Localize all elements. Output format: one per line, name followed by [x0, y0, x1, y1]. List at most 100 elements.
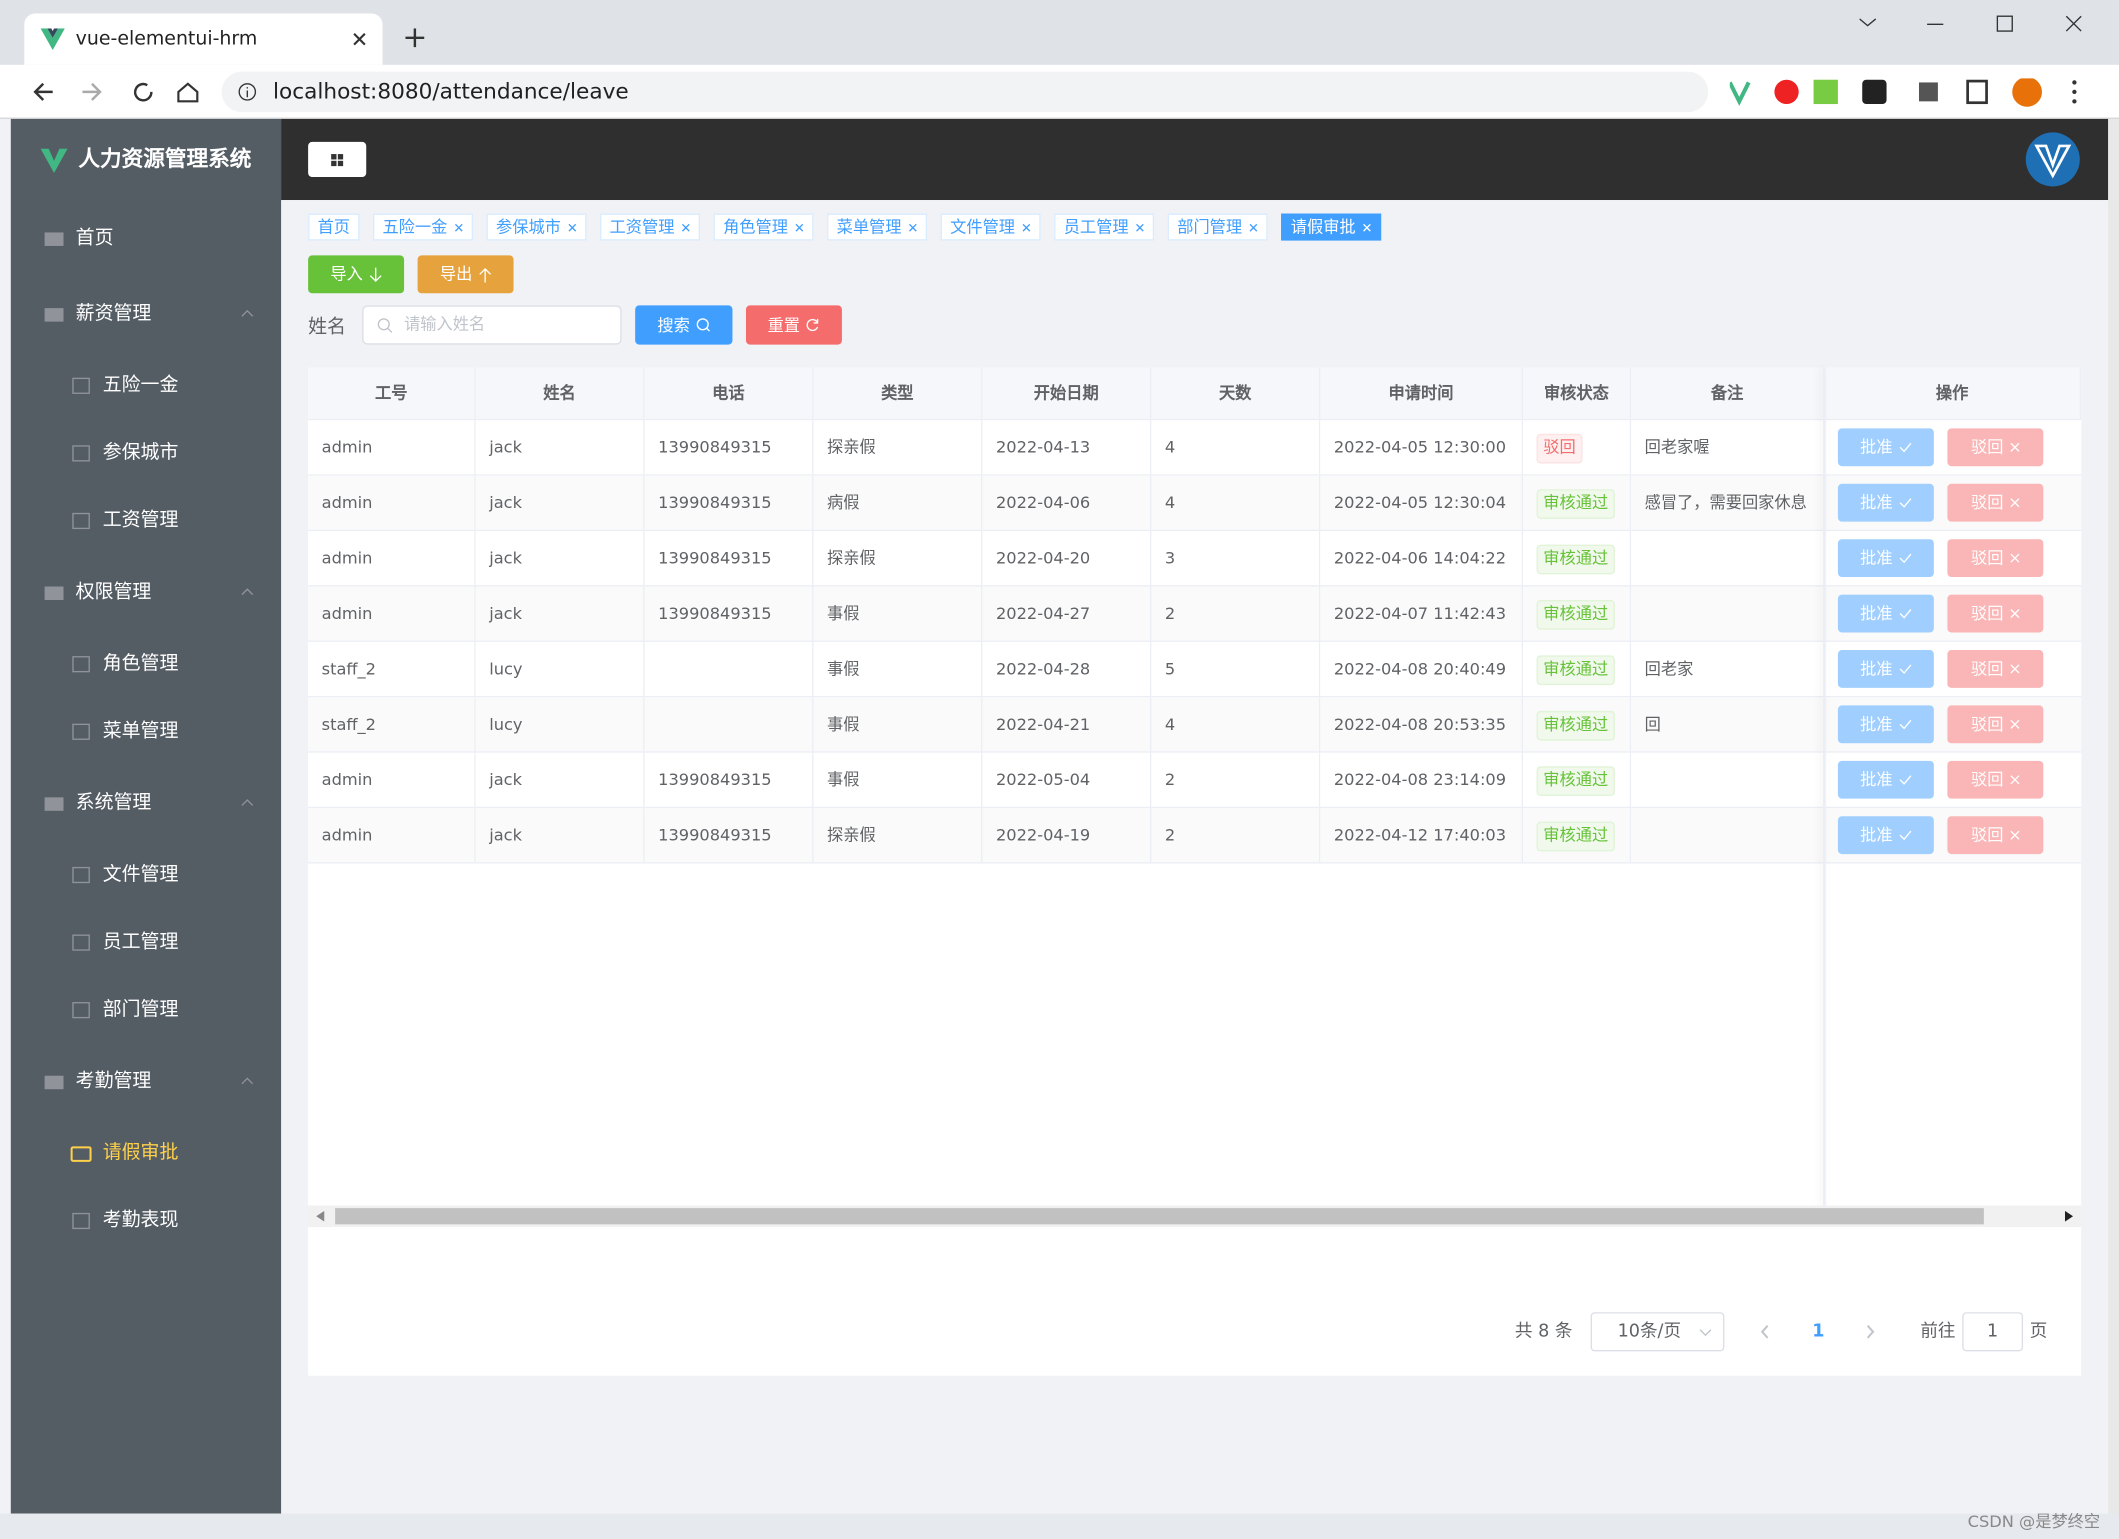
cell-text: 3 — [1164, 548, 1176, 568]
menu-item[interactable]: 考勤管理 — [11, 1043, 281, 1119]
scroll-right[interactable] — [2064, 1210, 2074, 1222]
tag[interactable]: 五险一金 — [373, 213, 474, 241]
cell-text: 2022-04-08 20:53:35 — [1333, 714, 1507, 734]
reject-button[interactable]: 驳回 — [1947, 428, 2044, 467]
cell-text: 2022-04-28 — [995, 659, 1091, 679]
approve-button[interactable]: 批准 — [1837, 816, 1934, 855]
tag-close — [1363, 223, 1372, 231]
action-cell: 批准 驳回 — [1824, 531, 2082, 587]
approve-button[interactable]: 批准 — [1837, 483, 1934, 522]
nav-buttons[interactable] — [32, 81, 208, 103]
submenu-item[interactable]: 五险一金 — [11, 351, 281, 419]
table-cell: 探亲假 — [813, 531, 983, 587]
page-size-select[interactable]: 10条/页 — [1590, 1312, 1725, 1352]
submenu-item[interactable]: 角色管理 — [11, 630, 281, 698]
export-button[interactable]: 导出 — [417, 255, 514, 294]
reject-button[interactable]: 驳回 — [1947, 760, 2044, 799]
tag[interactable]: 员工管理 — [1054, 213, 1155, 241]
refresh-icon — [806, 318, 819, 332]
submenu-item[interactable]: 请假审批 — [11, 1119, 281, 1187]
approve-button[interactable]: 批准 — [1837, 760, 1934, 799]
table-cell: 审核通过 — [1523, 697, 1632, 753]
page-size: 10条/页 — [1617, 1321, 1682, 1342]
reset-button[interactable]: 重置 — [745, 305, 842, 345]
search-label: 姓名 — [308, 316, 346, 338]
tag[interactable]: 工资管理 — [600, 213, 701, 241]
submenu-item[interactable]: 员工管理 — [11, 908, 281, 976]
approve-label: 批准 — [1860, 492, 1893, 512]
menu-label: 首页 — [75, 227, 114, 249]
approve-button[interactable]: 批准 — [1837, 594, 1934, 633]
collapse-button[interactable] — [308, 141, 367, 178]
table-cell: jack — [475, 475, 645, 532]
tag[interactable]: 菜单管理 — [827, 213, 928, 241]
reject-button[interactable]: 驳回 — [1947, 594, 2044, 633]
approve-button[interactable]: 批准 — [1837, 428, 1934, 467]
menu-icon — [44, 586, 64, 601]
tag[interactable]: 参保城市 — [486, 213, 587, 241]
goto-input[interactable]: 1 — [1962, 1312, 2024, 1352]
close-icon — [2009, 830, 2019, 840]
tab-icon — [40, 28, 65, 51]
submenu-item[interactable]: 部门管理 — [11, 976, 281, 1044]
next-page[interactable] — [1865, 1324, 1876, 1339]
table-cell: 13990849315 — [644, 420, 814, 476]
search-input[interactable]: 请输入姓名 — [362, 305, 622, 345]
tag[interactable]: 文件管理 — [940, 213, 1041, 241]
submenu-item[interactable]: 工资管理 — [11, 487, 281, 555]
approve-button[interactable]: 批准 — [1837, 539, 1934, 578]
tag[interactable]: 首页 — [308, 213, 360, 241]
reject-label: 驳回 — [1970, 603, 2004, 623]
reject-button[interactable]: 驳回 — [1947, 539, 2044, 578]
scroll-left[interactable] — [316, 1210, 325, 1222]
current-page[interactable]: 1 — [1812, 1321, 1825, 1342]
approve-button[interactable]: 批准 — [1837, 705, 1934, 744]
address-bar[interactable]: localhost:8080/attendance/leave — [221, 71, 1709, 113]
reject-button[interactable]: 驳回 — [1947, 483, 2044, 522]
check-icon — [1898, 609, 1911, 619]
browser-tab[interactable]: vue-elementui-hrm — [24, 13, 383, 65]
search-button-label: 搜索 — [657, 315, 690, 335]
reject-button[interactable]: 驳回 — [1947, 705, 2044, 744]
cell-text: admin — [321, 825, 373, 845]
new-tab[interactable] — [405, 28, 425, 48]
tag[interactable]: 请假审批 — [1281, 213, 1382, 241]
prev-page[interactable] — [1760, 1324, 1771, 1339]
submenu-item[interactable]: 菜单管理 — [11, 697, 281, 765]
menu-item[interactable]: 系统管理 — [11, 765, 281, 841]
approve-button[interactable]: 批准 — [1837, 650, 1934, 688]
window-controls[interactable] — [1859, 14, 2090, 36]
submenu-label: 文件管理 — [102, 863, 179, 886]
menu-item[interactable]: 权限管理 — [11, 554, 281, 630]
reject-button[interactable]: 驳回 — [1947, 816, 2044, 855]
search-button[interactable]: 搜索 — [635, 305, 733, 345]
tag-label: 文件管理 — [950, 217, 1016, 237]
tag[interactable]: 部门管理 — [1167, 213, 1268, 241]
tag-close — [1022, 223, 1031, 231]
export-label: 导出 — [439, 264, 473, 284]
scroll-thumb[interactable] — [335, 1208, 1984, 1225]
reject-label: 驳回 — [1970, 492, 2004, 512]
up-arrow — [478, 267, 491, 282]
tab-close[interactable] — [353, 32, 367, 46]
menu-item[interactable]: 首页 — [11, 200, 281, 276]
menu-item[interactable]: 薪资管理 — [11, 276, 281, 352]
cell-text: 4 — [1164, 493, 1176, 513]
pagination-total: 共 8 条 — [1514, 1321, 1573, 1342]
submenu-item[interactable]: 文件管理 — [11, 841, 281, 909]
h-scrollbar[interactable] — [308, 1205, 2082, 1228]
logo — [40, 148, 68, 173]
table-cell: jack — [475, 586, 645, 642]
submenu-label: 参保城市 — [102, 441, 179, 464]
action-cell: 批准 驳回 — [1824, 586, 2082, 642]
submenu-item[interactable]: 参保城市 — [11, 419, 281, 487]
menu-label: 考勤管理 — [75, 1070, 152, 1092]
cell-text: jack — [489, 604, 522, 623]
avatar[interactable] — [2024, 131, 2081, 188]
tag[interactable]: 角色管理 — [713, 213, 814, 241]
extensions[interactable] — [1729, 78, 2095, 108]
submenu-item[interactable]: 考勤表现 — [11, 1187, 281, 1255]
tag-close — [568, 223, 577, 231]
reject-button[interactable]: 驳回 — [1947, 650, 2044, 688]
import-button[interactable]: 导入 — [308, 255, 405, 294]
